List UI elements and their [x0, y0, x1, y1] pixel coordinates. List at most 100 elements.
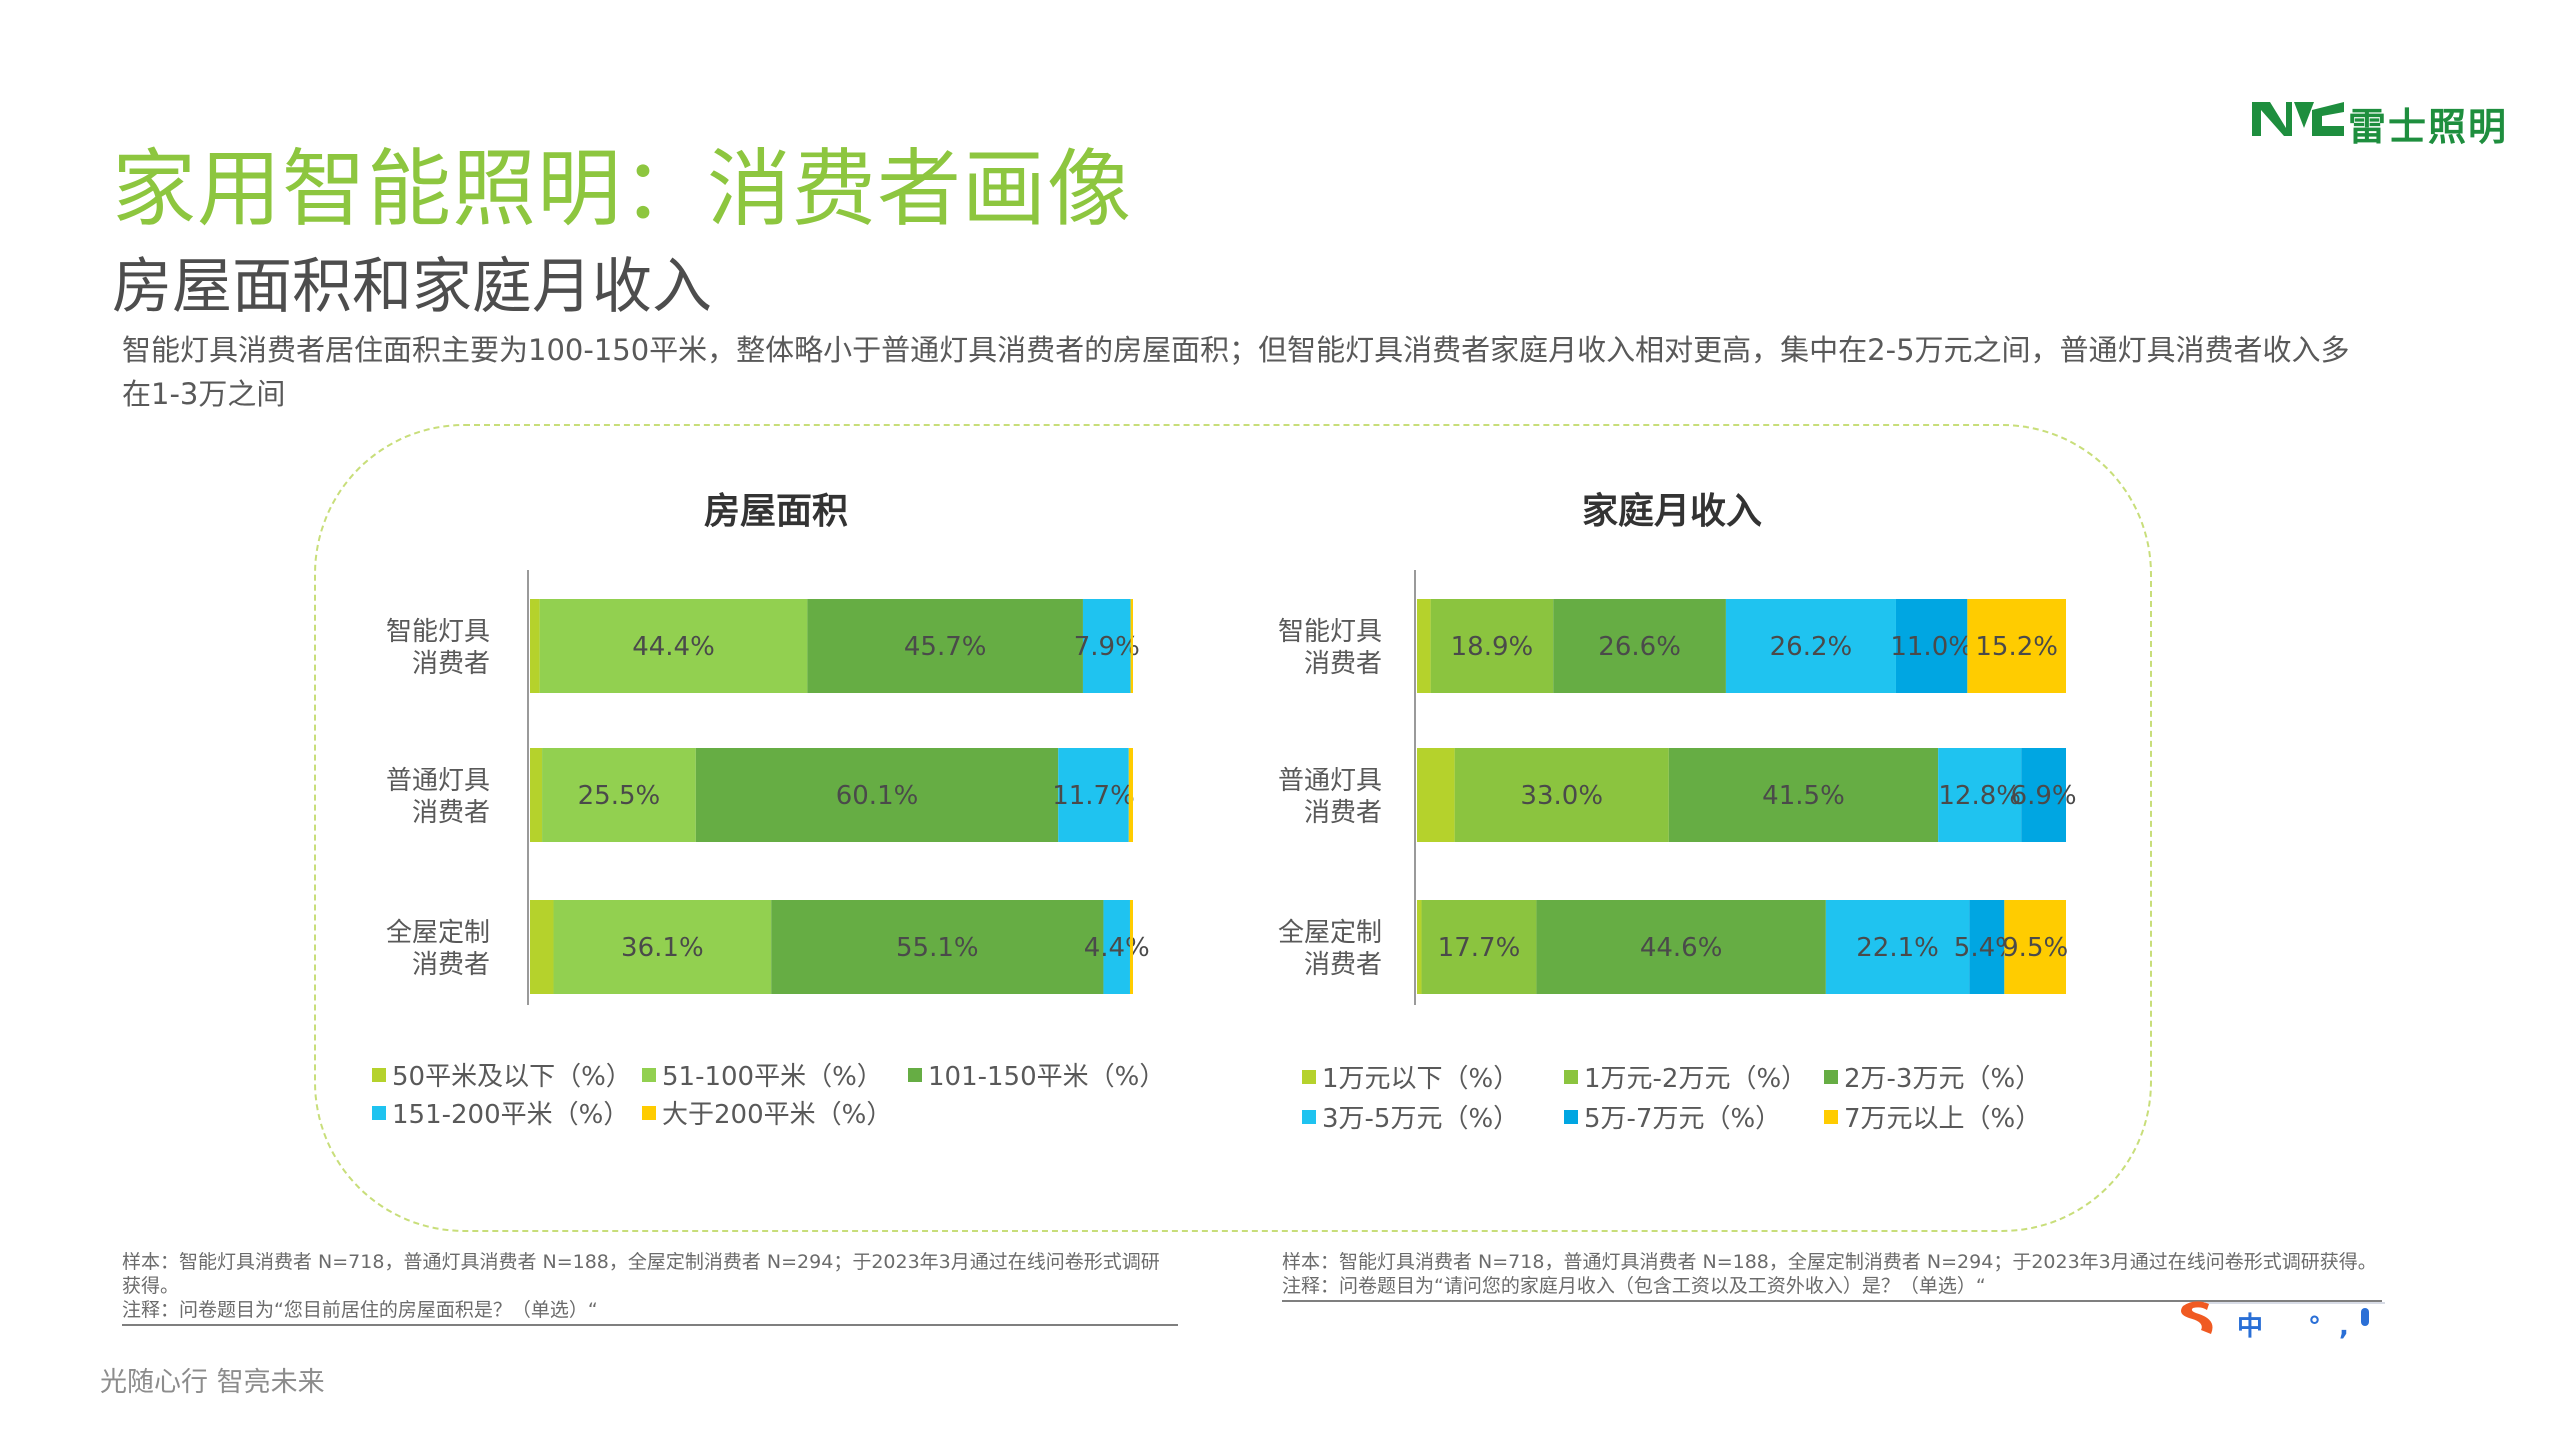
footnote-right-note: 注释：问卷题目为“请问您的家庭月收入（包含工资以及工资外收入）是？（单选）“	[1282, 1275, 1986, 1297]
legend-swatch	[1564, 1109, 1578, 1124]
bar-value-label: 11.0%	[1890, 632, 1973, 662]
bar-segment	[1725, 599, 1896, 693]
bar-segment	[1938, 748, 2022, 842]
bar-segment	[1553, 599, 1726, 693]
bar-value-label: 33.0%	[1520, 781, 1603, 811]
bar-segment	[771, 900, 1104, 994]
bar-segment	[2021, 748, 2066, 842]
legend-label: 151-200平米（%）	[392, 1100, 630, 1130]
bar-value-label: 55.1%	[896, 933, 979, 963]
chart-title-house-area: 房屋面积	[703, 491, 849, 532]
legend-swatch	[1302, 1109, 1316, 1124]
category-label: 全屋定制消费者	[1278, 918, 1382, 980]
bar-value-label: 18.9%	[1451, 632, 1534, 662]
bar-segment	[553, 900, 772, 994]
bar-segment	[1103, 900, 1130, 994]
page-description: 智能灯具消费者居住面积主要为100-150平米，整体略小于普通灯具消费者的房屋面…	[122, 333, 2350, 411]
bar-value-label: 25.5%	[578, 781, 661, 811]
page-title: 家用智能照明：消费者画像	[112, 140, 1133, 238]
legend-item: 2万-3万元（%）	[1824, 1058, 2041, 1095]
legend-swatch	[1564, 1069, 1578, 1084]
legend-swatch	[1824, 1109, 1838, 1124]
legend-label: 50平米及以下（%）	[392, 1062, 632, 1092]
category-label: 智能灯具消费者	[386, 617, 490, 679]
bar-value-label: 12.8%	[1938, 781, 2021, 811]
legend-label: 大于200平米（%）	[662, 1100, 893, 1130]
mic-icon[interactable]	[2357, 1308, 2373, 1334]
legend-label: 2万-3万元（%）	[1844, 1064, 2042, 1094]
bar-value-label: 15.2%	[1975, 632, 2058, 662]
legend-item: 1万元以下（%）	[1302, 1058, 1519, 1095]
nvc-logo-icon	[2252, 102, 2344, 136]
ime-toolbar-edge	[2205, 1302, 2385, 1304]
bar-segment	[1129, 900, 1133, 994]
legend-item: 151-200平米（%）	[372, 1094, 629, 1131]
bar-segment	[1825, 900, 1970, 994]
bar-value-label: 11.7%	[1052, 781, 1135, 811]
bar-value-label: 22.1%	[1856, 933, 1939, 963]
bar-value-label: 17.7%	[1438, 933, 1521, 963]
bar-segment	[1969, 900, 2005, 994]
sogou-logo-icon[interactable]	[2175, 1296, 2215, 1336]
bar-segment	[530, 599, 540, 693]
bar-value-label: 26.2%	[1770, 632, 1853, 662]
legend-item: 7万元以上（%）	[1824, 1098, 2041, 1135]
legend-label: 5万-7万元（%）	[1584, 1104, 1782, 1134]
bar-segment	[1128, 748, 1133, 842]
legend-item: 50平米及以下（%）	[372, 1056, 632, 1093]
bar-value-label: 41.5%	[1762, 781, 1845, 811]
footnote-right: 样本：智能灯具消费者 N=718，普通灯具消费者 N=188，全屋定制消费者 N…	[1282, 1250, 2382, 1302]
bar-segment	[1417, 599, 1431, 693]
bar-segment	[1895, 599, 1968, 693]
bar-segment	[2004, 900, 2066, 994]
bar-value-label: 36.1%	[621, 933, 704, 963]
bar-value-label: 6.9%	[2011, 781, 2077, 811]
legend-swatch	[372, 1105, 386, 1120]
bar-segment	[1058, 748, 1129, 842]
category-label: 智能灯具消费者	[1278, 617, 1382, 679]
bar-value-label: 9.5%	[2002, 933, 2068, 963]
bar-segment	[1421, 900, 1537, 994]
legend-item: 5万-7万元（%）	[1564, 1098, 1781, 1135]
ime-toolbar[interactable]: 中 °,	[2175, 1296, 2385, 1340]
bar-segment	[1454, 748, 1669, 842]
bar-value-label: 26.6%	[1598, 632, 1681, 662]
bar-segment	[1967, 599, 2066, 693]
legend-label: 101-150平米（%）	[928, 1062, 1166, 1092]
legend-label: 7万元以上（%）	[1844, 1104, 2042, 1134]
charts-panel	[314, 424, 2152, 1232]
legend-item: 3万-5万元（%）	[1302, 1098, 1519, 1135]
footnote-left-note: 注释：问卷题目为“您目前居住的房屋面积是？（单选）“	[122, 1299, 598, 1321]
legend-item: 1万元-2万元（%）	[1564, 1058, 1807, 1095]
ime-mode-text[interactable]: 中 °,	[2237, 1312, 2367, 1340]
legend-item: 51-100平米（%）	[642, 1056, 883, 1093]
category-label: 普通灯具消费者	[386, 766, 490, 828]
bar-segment	[1130, 599, 1133, 693]
bar-segment	[1417, 748, 1455, 842]
bar-value-label: 44.4%	[632, 632, 715, 662]
legend-label: 3万-5万元（%）	[1322, 1104, 1520, 1134]
category-label: 全屋定制消费者	[386, 918, 490, 980]
bar-segment	[1536, 900, 1826, 994]
bar-segment	[1668, 748, 1939, 842]
bar-segment	[530, 748, 543, 842]
legend-swatch	[642, 1067, 656, 1082]
bar-value-label: 4.4%	[1084, 933, 1150, 963]
bar-value-label: 45.7%	[904, 632, 987, 662]
footnote-left: 样本：智能灯具消费者 N=718，普通灯具消费者 N=188，全屋定制消费者 N…	[122, 1250, 1178, 1326]
chart-title-monthly-income: 家庭月收入	[1581, 491, 1763, 532]
page-subtitle: 房屋面积和家庭月收入	[112, 252, 712, 322]
bar-segment	[695, 748, 1059, 842]
bar-value-label: 60.1%	[836, 781, 919, 811]
legend-swatch	[908, 1067, 922, 1082]
bar-segment	[542, 748, 696, 842]
bar-segment	[807, 599, 1083, 693]
legend-label: 51-100平米（%）	[662, 1062, 883, 1092]
bar-segment	[1417, 900, 1422, 994]
bar-segment	[530, 900, 554, 994]
footnote-right-sample: 样本：智能灯具消费者 N=718，普通灯具消费者 N=188，全屋定制消费者 N…	[1282, 1251, 2377, 1273]
bar-value-label: 7.9%	[1074, 632, 1140, 662]
legend-label: 1万元以下（%）	[1322, 1064, 1520, 1094]
